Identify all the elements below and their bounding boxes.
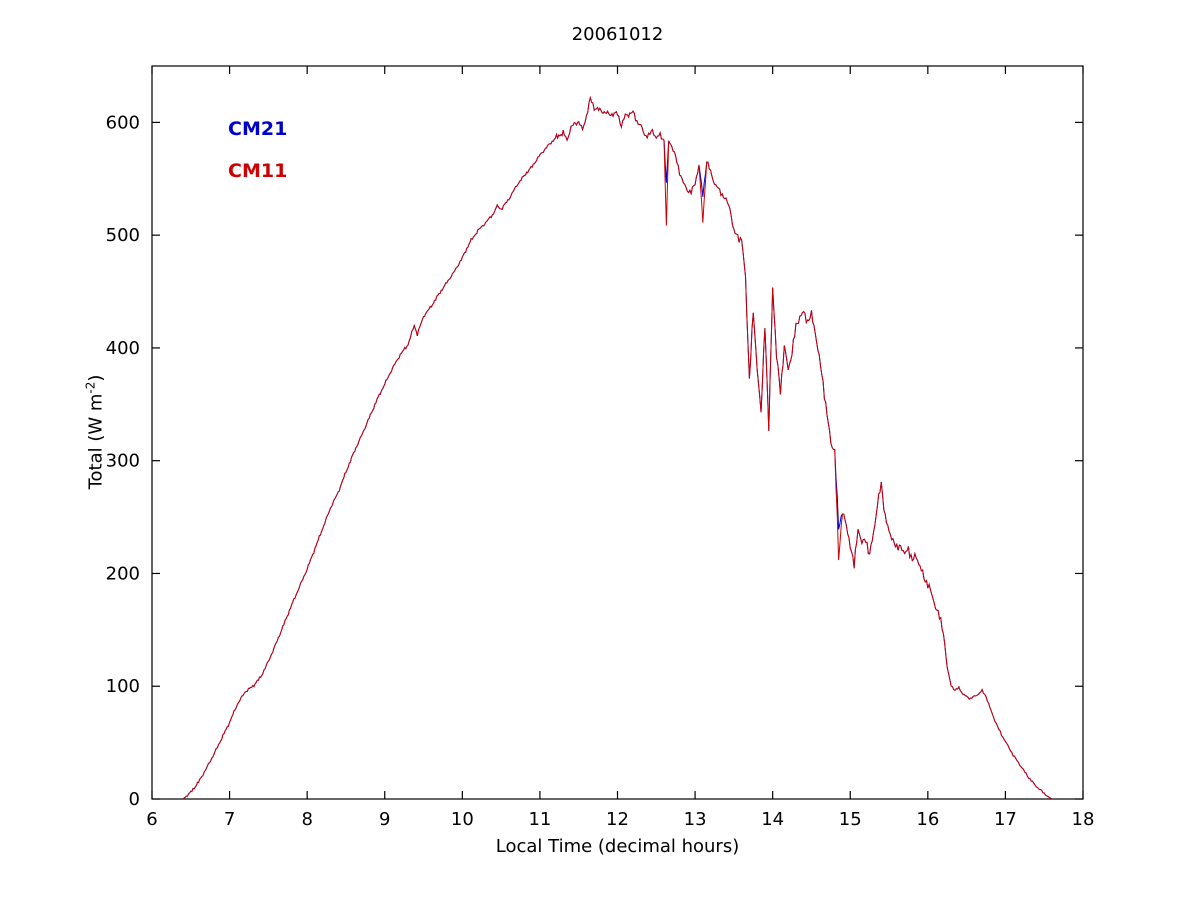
x-tick-label: 6 <box>146 809 157 830</box>
axes-frame <box>151 65 1084 800</box>
chart-title: 20061012 <box>571 24 664 45</box>
legend-entry-cm21: CM21 <box>228 118 288 140</box>
y-tick-label: 0 <box>129 789 140 810</box>
y-tick-label: 100 <box>106 676 140 697</box>
x-tick-label: 15 <box>839 809 862 830</box>
x-tick-label: 17 <box>994 809 1017 830</box>
x-tick-label: 14 <box>761 809 784 830</box>
series-line-cm21 <box>182 95 1053 799</box>
y-axis-label-main: Total (W m <box>85 393 107 490</box>
y-tick-label: 200 <box>106 563 140 584</box>
x-tick-label: 7 <box>224 809 235 830</box>
legend-entry-cm11: CM11 <box>228 160 288 182</box>
x-tick-label: 11 <box>528 809 551 830</box>
x-tick-label: 12 <box>606 809 629 830</box>
y-tick-label: 600 <box>106 112 140 133</box>
y-axis-label-close: ) <box>85 374 107 382</box>
series-line-cm11 <box>182 95 1053 799</box>
y-tick-label: 300 <box>106 451 140 472</box>
y-axis-label-exponent: -2 <box>83 381 98 394</box>
x-tick-label: 10 <box>451 809 474 830</box>
y-tick-label: 400 <box>106 338 140 359</box>
x-tick-label: 13 <box>684 809 707 830</box>
x-tick-label: 16 <box>916 809 939 830</box>
x-axis-label: Local Time (decimal hours) <box>495 836 740 857</box>
y-axis-label: Total (W m-2) <box>84 375 107 490</box>
x-tick-label: 9 <box>379 809 390 830</box>
y-tick-label: 500 <box>106 225 140 246</box>
x-tick-label: 18 <box>1072 809 1095 830</box>
x-tick-label: 8 <box>301 809 312 830</box>
